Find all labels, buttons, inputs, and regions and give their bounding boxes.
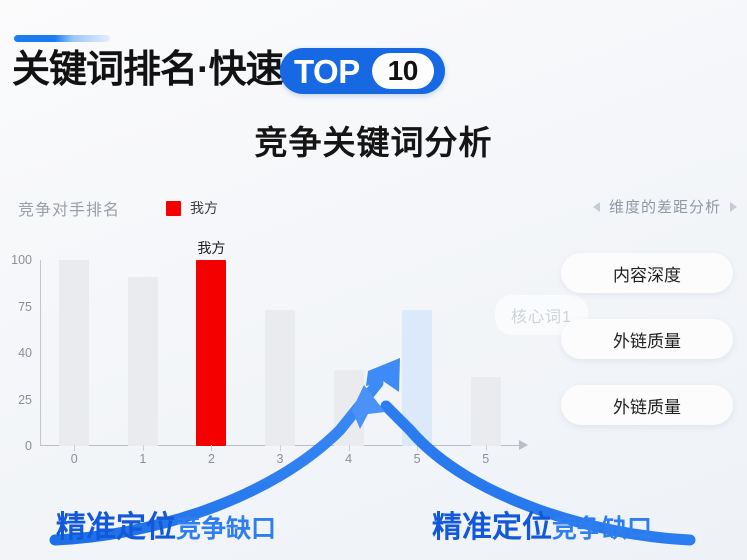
x-axis-tick-label: 5 bbox=[413, 452, 421, 466]
dimension-card[interactable]: 外链质量 bbox=[561, 319, 733, 359]
y-axis-tick-label: 40 bbox=[18, 346, 32, 360]
x-axis-tick-label: 5 bbox=[482, 452, 490, 466]
bar bbox=[470, 377, 501, 446]
x-axis-tick bbox=[348, 445, 350, 451]
page-title: 关键词排名·快速 bbox=[12, 49, 284, 91]
caption-right: 精准定位 竞争缺口 bbox=[432, 502, 652, 546]
y-axis-tick-label: 0 bbox=[25, 439, 32, 453]
y-axis-line bbox=[40, 260, 42, 446]
x-axis-arrow-icon bbox=[519, 440, 528, 450]
x-axis-tick bbox=[74, 445, 76, 451]
bar-focus bbox=[402, 310, 433, 446]
bar bbox=[333, 369, 364, 446]
caption-right-weak: 竞争缺口 bbox=[552, 515, 653, 543]
top-badge: TOP 10 bbox=[280, 48, 445, 94]
x-axis-tick bbox=[417, 445, 419, 451]
chart-header-label: 竞争对手排名 bbox=[18, 202, 121, 219]
x-axis-tick-label: 1 bbox=[139, 452, 147, 466]
dimension-card[interactable]: 外链质量 bbox=[561, 385, 733, 425]
x-axis-tick bbox=[280, 445, 281, 451]
triangle-left-icon[interactable] bbox=[592, 201, 600, 212]
caption-left-weak: 竞争缺口 bbox=[176, 515, 277, 543]
bar bbox=[127, 276, 158, 446]
page-subtitle: 竞争关键词分析 bbox=[254, 124, 493, 161]
y-axis-tick-label: 75 bbox=[18, 299, 32, 314]
bar-group bbox=[40, 246, 520, 446]
x-axis-tick-label: 0 bbox=[70, 452, 78, 466]
badge-label: TOP bbox=[294, 52, 360, 90]
x-axis-tick-label: 2 bbox=[207, 452, 215, 466]
badge-number: 10 bbox=[371, 53, 434, 89]
dimension-card[interactable]: 内容深度 bbox=[561, 253, 733, 293]
x-axis-tick bbox=[142, 445, 144, 451]
x-axis-tick-label: 3 bbox=[276, 452, 284, 466]
bar-chart: 100 75 40 25 0 0 1 2 3 4 5 5 我方 bbox=[0, 240, 560, 478]
x-axis-tick bbox=[211, 445, 213, 451]
chart-header: 竞争对手排名 我方 bbox=[18, 196, 218, 220]
bar bbox=[59, 260, 90, 446]
x-axis-tick-label: 4 bbox=[345, 452, 353, 466]
core-keyword-pill: 核心词1 bbox=[495, 295, 588, 335]
chart-legend: 我方 bbox=[166, 198, 218, 218]
triangle-right-icon[interactable] bbox=[730, 201, 737, 212]
title-row: 关键词排名·快速 bbox=[12, 46, 284, 94]
bar bbox=[265, 310, 295, 446]
panel-header: 维度的差距分析 bbox=[592, 196, 737, 217]
dimension-card-list: 内容深度 外链质量 外链质量 bbox=[561, 253, 733, 451]
accent-bar bbox=[14, 35, 110, 42]
highlight-bar-label: 我方 bbox=[197, 240, 226, 256]
caption-left: 精准定位 竞争缺口 bbox=[56, 502, 276, 546]
y-axis-tick-label: 100 bbox=[11, 253, 32, 267]
x-axis-tick bbox=[485, 445, 487, 451]
legend-swatch-icon bbox=[166, 200, 182, 216]
caption-right-strong: 精准定位 bbox=[432, 511, 552, 544]
legend-label: 我方 bbox=[190, 200, 219, 216]
y-axis-tick-label: 25 bbox=[18, 392, 32, 407]
caption-left-strong: 精准定位 bbox=[56, 511, 176, 544]
bar-highlight bbox=[196, 260, 227, 446]
panel-header-label: 维度的差距分析 bbox=[608, 199, 721, 216]
